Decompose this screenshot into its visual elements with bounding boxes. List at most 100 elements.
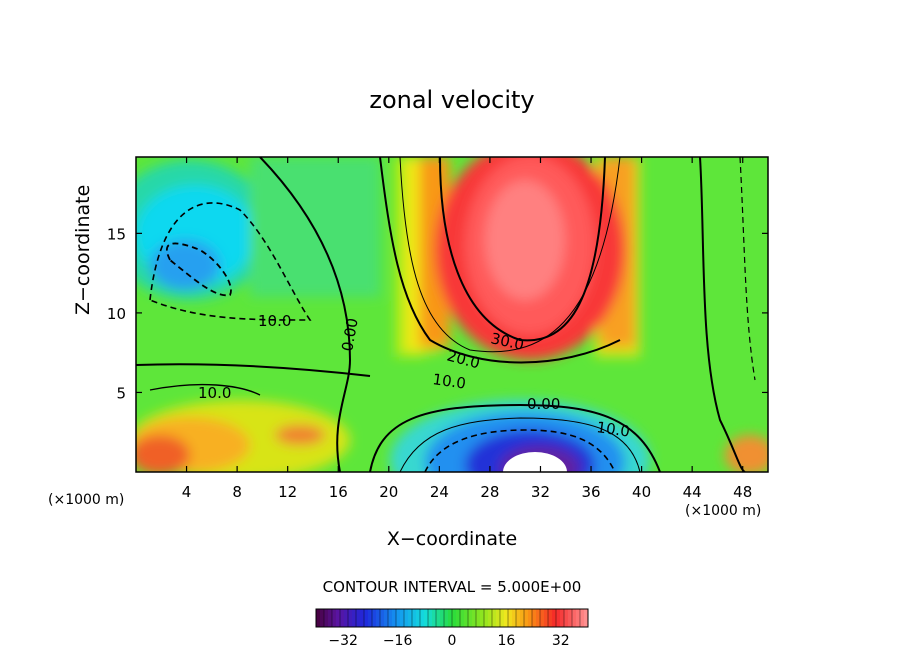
colorbar-cell (356, 609, 361, 627)
colorbar-cell (376, 609, 381, 627)
colorbar-cell (320, 609, 325, 627)
colorbar-cell (488, 609, 493, 627)
colorbar-cell (408, 609, 413, 627)
plot-area: 10.0 0.00 10.0 10.0 20.0 30.0 0.00 10.0 (136, 157, 768, 472)
colorbar-cell (392, 609, 397, 627)
colorbar-cell (324, 609, 329, 627)
x-tick-label: 12 (278, 483, 297, 501)
colorbar-cell (572, 609, 577, 627)
colorbar-cell (412, 609, 417, 627)
y-axis-label: Z−coordinate (72, 184, 94, 315)
colorbar-cell (524, 609, 529, 627)
x-tick-label: 24 (430, 483, 449, 501)
colorbar-cell (548, 609, 553, 627)
colorbar-cell (424, 609, 429, 627)
contour-label-2: 0.00 (338, 317, 362, 353)
colorbar-frame (315, 608, 589, 628)
colorbar-tick-label: 16 (497, 633, 515, 649)
missing-data-region (503, 452, 567, 472)
colorbar-cell (516, 609, 521, 627)
colorbar-cell (432, 609, 437, 627)
colorbar-cell (332, 609, 337, 627)
color-field (136, 157, 768, 472)
z-unit-label: (×1000 m) (48, 492, 125, 508)
colorbar-cell (428, 609, 433, 627)
colorbar-cell (480, 609, 485, 627)
colorbar-cell (540, 609, 545, 627)
colorbar-cell (360, 609, 365, 627)
colorbar-cell (456, 609, 461, 627)
colorbar-tick-label: −32 (328, 633, 358, 649)
colorbar-cell (352, 609, 357, 627)
colorbar-cell (396, 609, 401, 627)
colorbar-cell (472, 609, 477, 627)
colorbar-cell (512, 609, 517, 627)
contour-label-7: 0.00 (527, 395, 560, 413)
colorbar-cell (560, 609, 565, 627)
colorbar-cell (364, 609, 369, 627)
y-tick-label: 10 (107, 305, 126, 323)
colorbar-cell (388, 609, 393, 627)
x-tick-label: 40 (632, 483, 651, 501)
colorbar-cell (564, 609, 569, 627)
colorbar-cell (452, 609, 457, 627)
x-tick-label: 32 (531, 483, 550, 501)
colorbar-cell (420, 609, 425, 627)
colorbar-cell (440, 609, 445, 627)
contour-label-4: 10.0 (431, 370, 467, 392)
contour-label-1: 10.0 (258, 312, 291, 330)
y-axis: 5 10 15 (107, 225, 768, 402)
colorbar-cell (468, 609, 473, 627)
colorbar-cell (380, 609, 385, 627)
colorbar-cell (520, 609, 525, 627)
colorbar-cell (508, 609, 513, 627)
colorbar-cell (492, 609, 497, 627)
x-axis-label: X−coordinate (386, 528, 518, 550)
x-tick-label: 20 (379, 483, 398, 501)
colorbar-cell (460, 609, 465, 627)
colorbar-cell (464, 609, 469, 627)
colorbar-cell (568, 609, 573, 627)
colorbar-cell (532, 609, 537, 627)
colorbar-cell (576, 609, 581, 627)
contour-label-8: 10.0 (595, 418, 631, 440)
x-tick-label: 36 (581, 483, 600, 501)
x-tick-label: 44 (683, 483, 702, 501)
colorbar-cell (484, 609, 489, 627)
y-tick-label: 15 (107, 225, 126, 243)
colorbar-cell (416, 609, 421, 627)
colorbar-cell (552, 609, 557, 627)
y-tick-label: 5 (116, 384, 126, 402)
colorbar-cell (500, 609, 505, 627)
x-axis: 4 8 12 16 20 24 28 32 36 40 44 48 (182, 157, 752, 501)
x-tick-label: 28 (480, 483, 499, 501)
colorbar-cell (368, 609, 373, 627)
x-unit-label: (×1000 m) (685, 503, 762, 519)
colorbar: −32 −16 0 16 32 (315, 608, 589, 649)
colorbar-tick-label: 32 (552, 633, 570, 649)
colorbar-tick-label: 0 (448, 633, 457, 649)
colorbar-cell (328, 609, 333, 627)
colorbar-cell (476, 609, 481, 627)
colorbar-cell (496, 609, 501, 627)
contour-lines (136, 157, 756, 472)
x-tick-label: 16 (329, 483, 348, 501)
contour-label-3: 10.0 (198, 384, 231, 402)
colorbar-cell (528, 609, 533, 627)
colorbar-cell (584, 609, 589, 627)
colorbar-cell (404, 609, 409, 627)
x-tick-label: 48 (733, 483, 752, 501)
colorbar-cell (372, 609, 377, 627)
colorbar-cell (580, 609, 585, 627)
colorbar-cell (316, 609, 321, 627)
x-tick-label: 8 (232, 483, 242, 501)
colorbar-cell (444, 609, 449, 627)
colorbar-cell (448, 609, 453, 627)
colorbar-cell (504, 609, 509, 627)
colorbar-cell (384, 609, 389, 627)
colorbar-cell (348, 609, 353, 627)
x-tick-label: 4 (182, 483, 192, 501)
contour-interval-label: CONTOUR INTERVAL = 5.000E+00 (322, 578, 582, 596)
contour-labels: 10.0 0.00 10.0 10.0 20.0 30.0 0.00 10.0 (198, 312, 631, 441)
